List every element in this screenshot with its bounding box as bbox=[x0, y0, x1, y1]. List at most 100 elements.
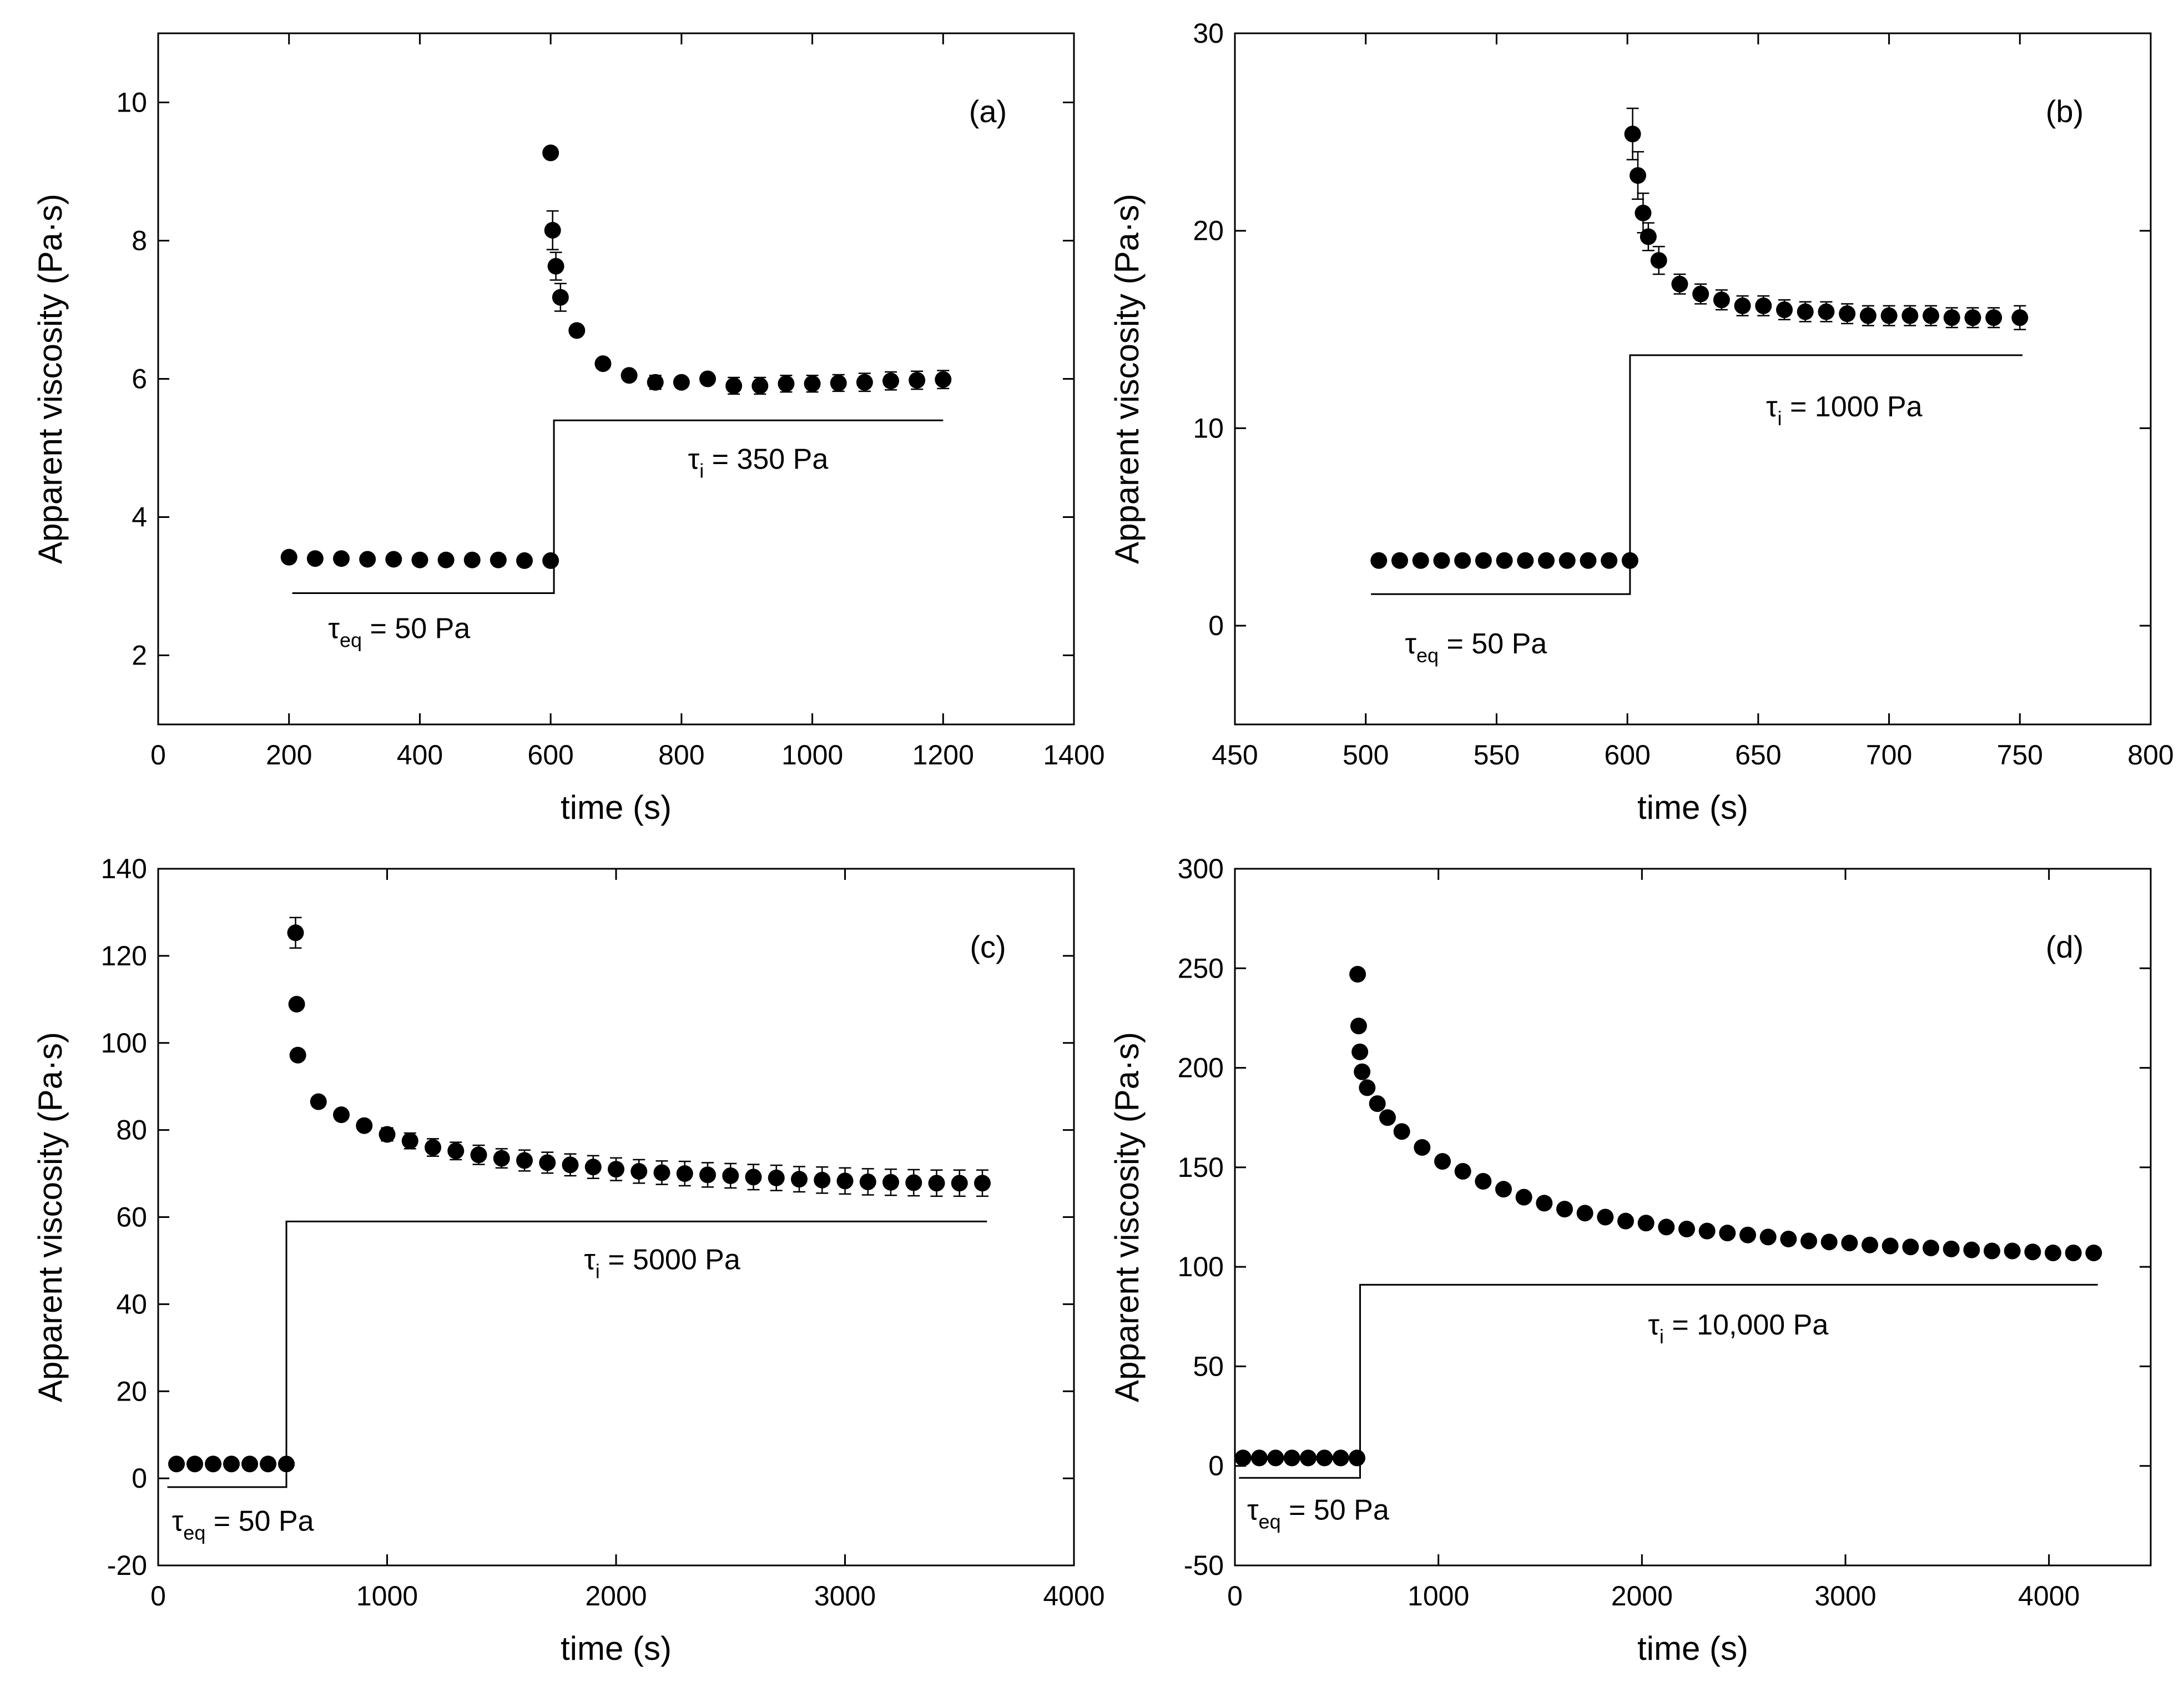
data-point bbox=[490, 551, 507, 568]
data-point bbox=[1393, 1123, 1410, 1140]
stress-annotation-low: τeq = 50 Pa bbox=[328, 612, 470, 651]
data-point bbox=[594, 355, 612, 372]
data-point bbox=[699, 370, 716, 387]
data-point bbox=[882, 372, 899, 390]
x-tick-label: 4000 bbox=[2018, 1580, 2080, 1612]
data-point bbox=[1650, 252, 1667, 269]
data-point bbox=[1882, 1237, 1899, 1255]
data-point bbox=[1349, 1449, 1365, 1467]
data-point bbox=[882, 1174, 899, 1191]
data-point bbox=[859, 1173, 876, 1190]
data-point bbox=[1536, 1195, 1553, 1212]
chart-panel-4: 0 1000 2000 3000 4000-50050100150200250300ti… bbox=[1108, 853, 2152, 1667]
x-tick-label: 700 bbox=[1866, 739, 1912, 771]
data-point bbox=[928, 1175, 945, 1192]
data-point bbox=[1300, 1449, 1317, 1467]
tau-subscript: eq bbox=[1416, 644, 1439, 667]
data-point bbox=[493, 1150, 510, 1167]
x-tick-label: 650 bbox=[1735, 739, 1781, 771]
y-tick-label: 60 bbox=[116, 1202, 147, 1233]
x-tick-label: 550 bbox=[1474, 739, 1520, 771]
y-tick-label: 4 bbox=[132, 502, 147, 533]
x-tick-label: 1400 bbox=[1043, 739, 1104, 771]
data-point bbox=[544, 221, 561, 239]
data-point bbox=[1734, 297, 1751, 314]
x-tick-label: 1000 bbox=[1408, 1580, 1469, 1612]
data-point bbox=[1739, 1226, 1756, 1243]
y-tick-label: 100 bbox=[1178, 1251, 1224, 1282]
data-point bbox=[1391, 552, 1408, 569]
tau-symbol: τ bbox=[688, 443, 700, 475]
data-point bbox=[1601, 552, 1618, 569]
data-point bbox=[186, 1456, 203, 1473]
data-point bbox=[653, 1164, 670, 1181]
data-point bbox=[1475, 1172, 1492, 1190]
y-tick-label: 0 bbox=[1208, 610, 1224, 641]
data-point bbox=[310, 1093, 327, 1110]
data-point bbox=[1597, 1208, 1614, 1226]
data-point bbox=[951, 1175, 968, 1192]
data-point bbox=[1267, 1449, 1284, 1467]
data-point bbox=[539, 1154, 556, 1171]
y-axis-label: Apparent viscosity (Pa·s) bbox=[32, 194, 69, 564]
y-tick-label: 40 bbox=[116, 1288, 147, 1320]
tau-subscript: i bbox=[596, 1260, 600, 1283]
data-point bbox=[1713, 291, 1730, 309]
y-tick-label: 0 bbox=[132, 1463, 147, 1494]
x-tick-label: 2000 bbox=[585, 1580, 647, 1612]
data-point bbox=[1475, 552, 1492, 569]
panel-label: (c) bbox=[970, 929, 1006, 964]
data-point bbox=[223, 1456, 240, 1473]
data-point bbox=[1369, 1095, 1386, 1112]
panel-label: (b) bbox=[2046, 94, 2084, 129]
data-point bbox=[1985, 309, 2003, 326]
data-point bbox=[1818, 303, 1835, 320]
data-point bbox=[722, 1167, 739, 1184]
y-axis-label: Apparent viscosity (Pa·s) bbox=[1108, 194, 1146, 564]
y-tick-label: 0 bbox=[1208, 1451, 1224, 1482]
data-point bbox=[1580, 552, 1597, 569]
data-point bbox=[1370, 552, 1388, 569]
x-tick-label: 600 bbox=[527, 739, 573, 771]
stress-step-line bbox=[1239, 1283, 2098, 1479]
data-point bbox=[385, 551, 402, 568]
data-point bbox=[699, 1166, 716, 1184]
data-point bbox=[1515, 1189, 1532, 1206]
data-point bbox=[1880, 307, 1898, 324]
data-point bbox=[608, 1161, 624, 1178]
x-tick-label: 0 bbox=[1227, 1580, 1243, 1612]
data-point bbox=[909, 371, 926, 389]
stress-annotation-high: τi = 10,000 Pa bbox=[1648, 1309, 1828, 1348]
data-point bbox=[778, 375, 795, 392]
data-point bbox=[288, 995, 305, 1013]
panel-label: (d) bbox=[2046, 929, 2084, 964]
y-tick-label: 120 bbox=[101, 940, 147, 971]
data-point bbox=[1621, 552, 1638, 569]
data-point bbox=[1251, 1449, 1268, 1467]
x-tick-label: 3000 bbox=[1814, 1580, 1876, 1612]
data-point bbox=[1412, 552, 1429, 569]
stress-value: = 10,000 Pa bbox=[1664, 1309, 1828, 1341]
data-point bbox=[768, 1169, 785, 1186]
tau-subscript: i bbox=[699, 459, 704, 482]
data-point bbox=[542, 552, 559, 569]
stress-value: = 50 Pa bbox=[362, 612, 470, 644]
x-tick-label: 200 bbox=[266, 739, 312, 771]
data-point bbox=[447, 1142, 465, 1160]
y-tick-label: 20 bbox=[116, 1376, 147, 1407]
data-point bbox=[2011, 309, 2029, 326]
data-point bbox=[1923, 307, 1939, 324]
data-point bbox=[856, 374, 873, 391]
data-point bbox=[379, 1126, 396, 1143]
data-point bbox=[168, 1456, 185, 1473]
data-point bbox=[356, 1117, 373, 1134]
data-point bbox=[306, 550, 324, 567]
data-point bbox=[1316, 1449, 1333, 1467]
plot-frame bbox=[1234, 868, 2152, 1567]
x-tick-label: 3000 bbox=[814, 1580, 876, 1612]
data-point bbox=[1576, 1205, 1593, 1222]
stress-annotation-high: τi = 1000 Pa bbox=[1766, 391, 1923, 430]
data-point bbox=[437, 551, 455, 568]
tau-subscript: eq bbox=[183, 1521, 205, 1544]
data-point bbox=[1658, 1218, 1675, 1236]
